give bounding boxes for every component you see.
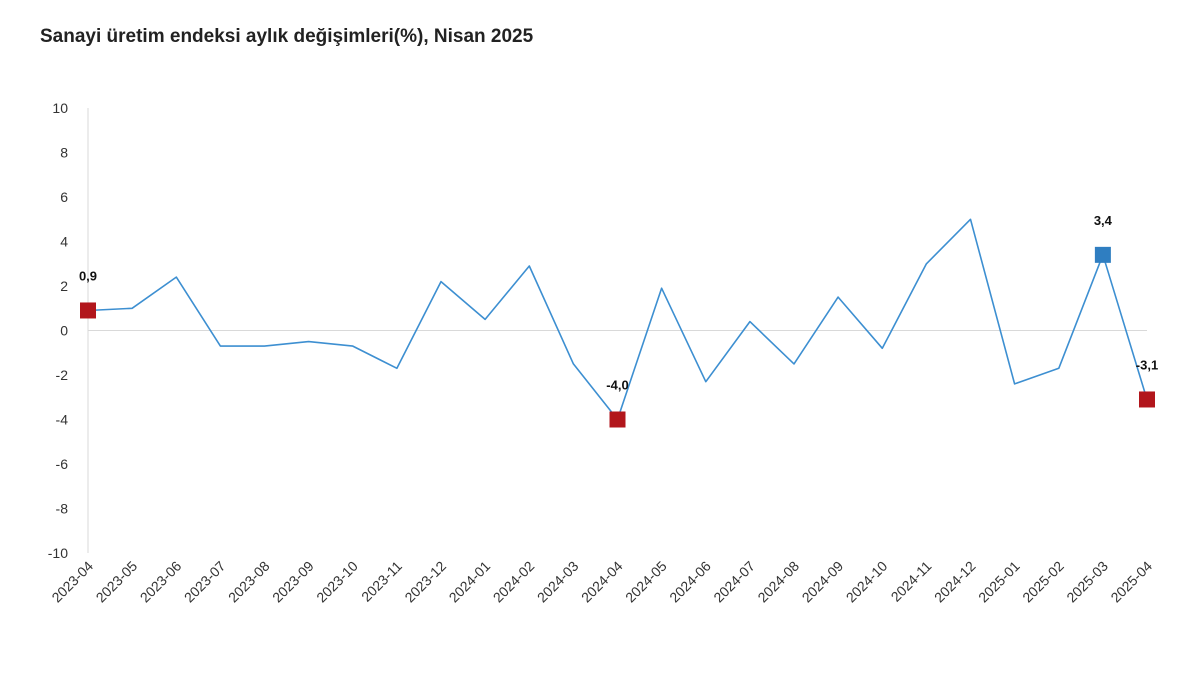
y-tick-label: -2 [56,367,69,383]
y-tick-label: -8 [56,501,69,517]
chart-title: Sanayi üretim endeksi aylık değişimleri(… [40,26,534,47]
x-tick-label: 2025-01 [975,558,1023,606]
x-tick-label: 2024-04 [578,558,626,606]
x-tick-label: 2025-02 [1019,558,1067,606]
data-label: -3,1 [1136,357,1158,372]
x-tick-label: 2024-07 [710,558,758,606]
x-tick-label: 2023-07 [181,558,229,606]
x-tick-label: 2023-11 [358,558,405,605]
x-tick-label: 2024-02 [490,558,538,606]
highlight-marker [1094,246,1111,263]
data-point [173,274,179,280]
x-tick-label: 2024-09 [799,558,847,606]
y-tick-label: 10 [52,100,68,116]
data-point [703,379,709,385]
data-point [262,343,268,349]
data-point [570,361,576,367]
x-tick-label: 2024-08 [754,558,802,606]
x-tick-label: 2024-10 [843,558,891,606]
data-point [217,343,223,349]
x-tick-label: 2025-04 [1107,558,1155,606]
highlight-marker [80,302,96,319]
data-point [1012,381,1018,387]
x-tick-label: 2025-03 [1063,558,1111,606]
data-point [835,294,841,300]
data-point [350,343,356,349]
data-label: 0,9 [79,268,97,283]
y-tick-label: 4 [60,234,68,250]
data-point [879,345,885,351]
data-point [791,361,797,367]
highlight-marker [1139,391,1155,408]
data-point [306,339,312,345]
x-tick-label: 2024-11 [888,558,935,605]
data-label: -4,0 [606,378,628,393]
data-point [659,285,665,291]
x-tick-label: 2023-08 [225,558,273,606]
data-point [968,216,974,222]
x-tick-label: 2024-01 [446,558,494,606]
x-tick-label: 2023-06 [137,558,185,606]
x-tick-label: 2023-05 [93,558,141,606]
x-tick-label: 2024-05 [622,558,670,606]
data-label: 3,4 [1094,213,1113,228]
x-tick-label: 2024-12 [931,558,979,606]
y-tick-label: -4 [56,412,69,428]
data-point [129,305,135,311]
x-tick-label: 2023-12 [401,558,449,606]
data-point [394,365,400,371]
x-tick-label: 2023-09 [269,558,317,606]
x-tick-label: 2023-10 [313,558,361,606]
y-tick-label: 6 [60,189,68,205]
data-point [747,319,753,325]
data-point [1056,365,1062,371]
y-tick-label: -10 [48,545,68,561]
y-tick-label: 0 [60,323,68,339]
data-point [438,279,444,285]
data-point [923,261,929,267]
x-tick-label: 2023-04 [48,558,96,606]
data-point [482,316,488,322]
data-point [526,263,532,269]
x-tick-label: 2024-03 [534,558,582,606]
highlight-marker [609,411,626,428]
y-tick-label: -6 [56,456,69,472]
x-tick-label: 2024-06 [666,558,714,606]
y-tick-label: 8 [60,145,68,161]
y-tick-label: 2 [60,278,68,294]
